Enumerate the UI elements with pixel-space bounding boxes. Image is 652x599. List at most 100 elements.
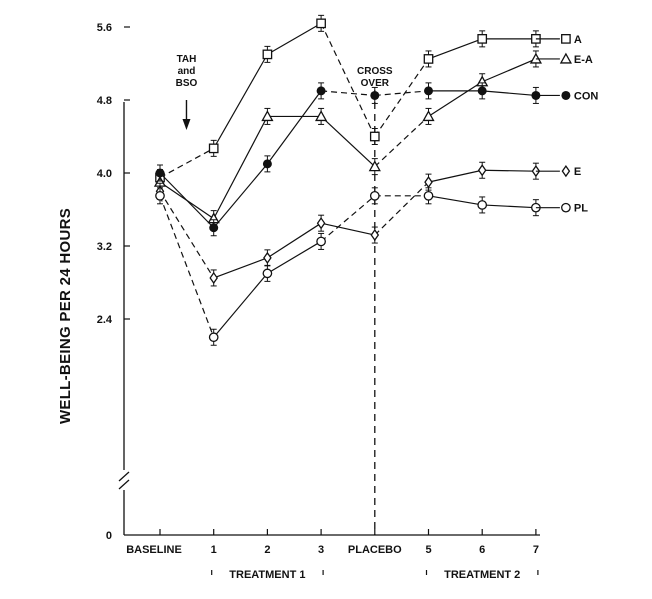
data-point xyxy=(209,223,219,233)
y-tick-label: 2.4 xyxy=(97,314,113,326)
data-point xyxy=(369,190,380,201)
series-label: E xyxy=(574,166,581,178)
data-point xyxy=(477,34,488,44)
data-point xyxy=(314,110,328,122)
series-segment xyxy=(374,58,429,137)
series-segment xyxy=(320,195,376,242)
data-point xyxy=(369,131,380,142)
annotation-label: OVER xyxy=(361,78,390,89)
series-segment xyxy=(482,90,536,97)
series-segment xyxy=(320,115,376,168)
series-segment xyxy=(159,147,214,179)
series-a xyxy=(155,14,541,187)
data-point xyxy=(316,86,326,96)
y-tick-label: 5.6 xyxy=(97,22,112,34)
series-segment xyxy=(482,169,536,172)
data-point xyxy=(477,86,487,96)
series-segment xyxy=(428,81,483,117)
series-segment xyxy=(321,90,375,97)
series-segment xyxy=(266,90,322,165)
data-point xyxy=(561,165,571,178)
data-point xyxy=(561,202,571,213)
series-label: CON xyxy=(574,90,599,102)
data-point xyxy=(262,159,272,169)
series-segment xyxy=(428,195,483,206)
series-segment xyxy=(374,90,429,97)
series-segment xyxy=(374,115,429,168)
series-labels: A E-A CON E PL xyxy=(535,34,599,215)
chart-axes: 02.43.24.04.85.66.4BASELINE123PLACEBO567… xyxy=(97,22,540,581)
x-tick-label: 5 xyxy=(425,544,431,556)
series-segment xyxy=(213,257,268,279)
x-tick-label: 6 xyxy=(479,544,485,556)
group-label: TREATMENT 1 xyxy=(229,569,305,581)
annotation-label: CROSS xyxy=(357,66,393,77)
series-label: E-A xyxy=(574,54,593,66)
series-pl xyxy=(155,187,541,346)
data-point xyxy=(316,236,326,247)
data-point xyxy=(561,34,571,44)
series-segment xyxy=(267,240,322,274)
data-point xyxy=(477,164,487,177)
series-segment xyxy=(320,222,375,236)
series-label: PL xyxy=(574,203,588,215)
axis-break-mark xyxy=(118,479,130,490)
data-point xyxy=(477,200,488,210)
annotation-label: BSO xyxy=(176,78,198,89)
data-point xyxy=(155,168,165,178)
data-point xyxy=(263,251,272,264)
y-axis-label: WELL-BEING PER 24 HOURS xyxy=(57,208,74,424)
y-tick-label: 4.0 xyxy=(97,168,112,180)
group-label: TREATMENT 2 xyxy=(444,569,520,581)
data-point xyxy=(423,190,434,201)
annotation-label: TAH xyxy=(177,54,197,65)
series-segment xyxy=(213,54,268,149)
down-arrow-head xyxy=(182,119,191,130)
series-segment xyxy=(213,272,268,338)
x-tick-label: BASELINE xyxy=(126,544,182,556)
data-point xyxy=(208,332,219,343)
data-point xyxy=(424,86,433,96)
series-segment xyxy=(428,169,483,183)
data-point xyxy=(559,52,573,64)
data-point xyxy=(422,110,435,122)
series-segment xyxy=(481,58,537,83)
x-tick-label: 3 xyxy=(318,544,324,556)
y-tick-label: 3.2 xyxy=(97,241,112,253)
data-point xyxy=(208,143,219,154)
series-segment xyxy=(213,163,268,229)
series-label: A xyxy=(574,34,582,46)
data-point xyxy=(316,18,326,29)
series-segment xyxy=(159,195,215,338)
data-point xyxy=(370,90,380,100)
data-point xyxy=(368,160,381,172)
axis-break-mark xyxy=(118,471,130,482)
x-tick-label: PLACEBO xyxy=(348,544,402,556)
x-tick-label: 2 xyxy=(264,544,270,556)
series-segment xyxy=(374,181,429,236)
data-point xyxy=(261,110,274,122)
series-segment xyxy=(482,204,536,209)
y-tick-label: 4.8 xyxy=(97,95,112,107)
data-point xyxy=(262,49,273,60)
x-tick-label: 7 xyxy=(533,544,539,556)
data-point xyxy=(262,268,273,279)
annotation-label: and xyxy=(178,66,196,77)
series-segment xyxy=(428,38,483,60)
series-con xyxy=(155,82,541,237)
data-point xyxy=(209,271,218,285)
series-segment xyxy=(213,116,268,219)
y-tick-label: 0 xyxy=(106,530,112,542)
data-point xyxy=(370,228,380,242)
series-segment xyxy=(159,190,215,279)
data-point xyxy=(424,175,433,189)
data-point xyxy=(155,190,165,201)
x-tick-label: 1 xyxy=(211,544,217,556)
chart-series xyxy=(153,14,543,346)
data-point xyxy=(561,90,571,100)
series-segment xyxy=(267,22,322,55)
series-segment xyxy=(320,23,376,137)
series-segment xyxy=(159,172,215,229)
series-segment xyxy=(267,222,322,259)
